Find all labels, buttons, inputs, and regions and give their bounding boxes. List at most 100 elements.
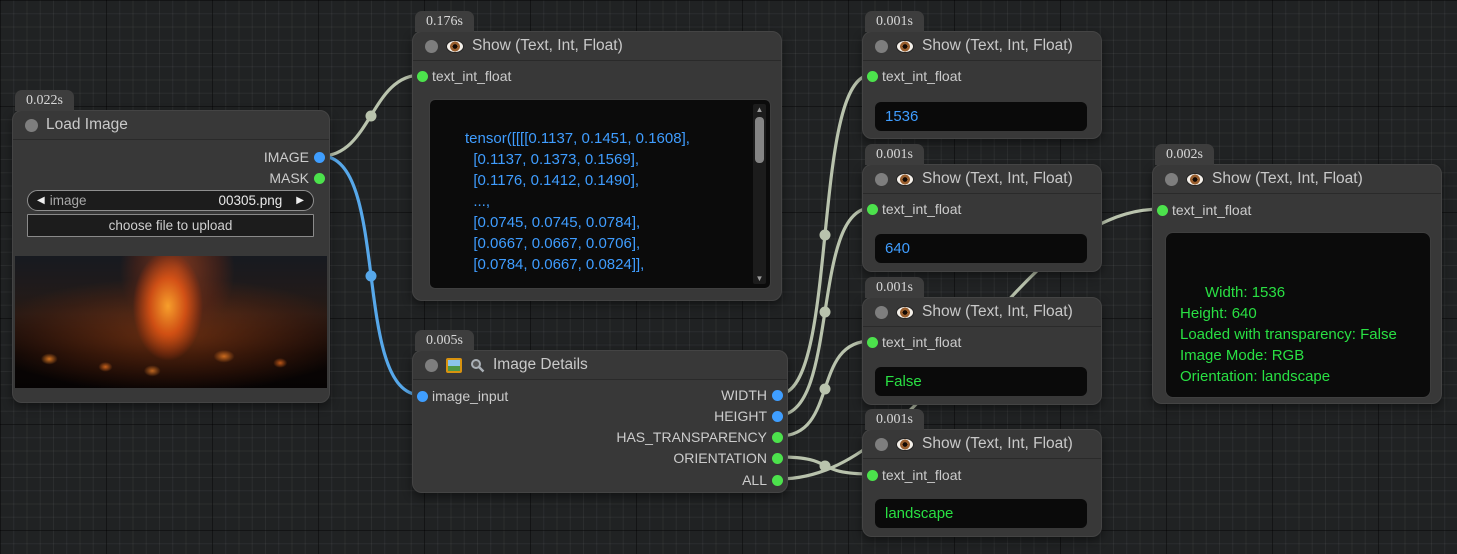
node-load-image[interactable]: 0.022s Load Image IMAGE MASK ◀ image 003… [12,90,330,403]
node-title: Show (Text, Int, Float) [922,170,1073,187]
combo-value: 00305.png [218,193,283,208]
eye-icon [1186,172,1204,186]
node-titlebar[interactable]: Show (Text, Int, Float) [863,165,1101,194]
node-show-height[interactable]: 0.001s Show (Text, Int, Float) text_int_… [862,144,1102,272]
output-dot-all[interactable] [772,474,783,486]
eye-icon [896,305,914,319]
value-display[interactable]: 1536 [875,102,1087,131]
scroll-down-icon[interactable]: ▼ [755,274,764,283]
output-slot-width[interactable]: WIDTH [413,385,787,405]
eye-icon [896,437,914,451]
input-dot[interactable] [1157,204,1168,216]
collapse-dot-icon[interactable] [25,118,38,132]
execution-time-badge: 0.176s [415,11,474,32]
input-slot-image-input[interactable]: image_input [413,386,787,406]
node-titlebar[interactable]: Show (Text, Int, Float) [1153,165,1441,194]
node-titlebar[interactable]: Show (Text, Int, Float) [863,298,1101,327]
output-dot-width[interactable] [772,389,783,401]
node-title: Load Image [46,116,128,133]
node-titlebar[interactable]: Load Image [13,111,329,140]
combo-label: image [49,193,87,208]
collapse-dot-icon[interactable] [425,358,438,372]
input-slot-text-int-float[interactable]: text_int_float [863,199,1101,219]
image-preview-thumbnail [15,256,327,388]
input-dot[interactable] [867,336,878,348]
picture-icon [446,357,462,373]
output-slot-mask[interactable]: MASK [13,168,329,188]
node-show-transparency[interactable]: 0.001s Show (Text, Int, Float) text_int_… [862,277,1102,405]
node-title: Show (Text, Int, Float) [922,435,1073,452]
choose-file-button[interactable]: choose file to upload [27,214,314,237]
execution-time-badge: 0.005s [415,330,474,351]
eye-icon [896,39,914,53]
node-title: Image Details [493,356,588,373]
input-slot-text-int-float[interactable]: text_int_float [413,66,781,86]
node-titlebar[interactable]: Show (Text, Int, Float) [863,32,1101,61]
output-dot-image[interactable] [314,151,325,163]
execution-time-badge: 0.001s [865,277,924,298]
value-display[interactable]: 640 [875,234,1087,263]
input-dot[interactable] [867,70,878,82]
collapse-dot-icon[interactable] [425,39,438,53]
execution-time-badge: 0.001s [865,144,924,165]
wire-midpoint-dot[interactable] [365,110,377,122]
scrollbar-thumb[interactable] [755,117,764,163]
wire-midpoint-dot[interactable] [819,383,831,395]
wire-midpoint-dot[interactable] [365,270,377,282]
eye-icon [896,172,914,186]
node-show-width[interactable]: 0.001s Show (Text, Int, Float) text_int_… [862,11,1102,139]
input-dot[interactable] [417,390,428,402]
collapse-dot-icon[interactable] [875,172,888,186]
collapse-dot-icon[interactable] [875,305,888,319]
node-title: Show (Text, Int, Float) [1212,170,1363,187]
node-show-orientation[interactable]: 0.001s Show (Text, Int, Float) text_int_… [862,409,1102,537]
execution-time-badge: 0.001s [865,409,924,430]
scrollbar[interactable]: ▲ ▼ [753,104,766,284]
node-image-details[interactable]: 0.005s Image Details image_input WIDTH H… [412,330,788,493]
input-dot[interactable] [867,203,878,215]
combo-right-arrow-icon[interactable]: ▶ [296,194,304,206]
execution-time-badge: 0.022s [15,90,74,111]
execution-time-badge: 0.001s [865,11,924,32]
output-slot-image[interactable]: IMAGE [13,147,329,167]
eye-icon [446,39,464,53]
node-title: Show (Text, Int, Float) [922,303,1073,320]
output-dot-mask[interactable] [314,172,325,184]
output-dot-height[interactable] [772,410,783,422]
output-slot-has-transparency[interactable]: HAS_TRANSPARENCY [413,427,787,447]
collapse-dot-icon[interactable] [875,437,888,451]
value-display[interactable]: landscape [875,499,1087,528]
image-combo-widget[interactable]: ◀ image 00305.png ▶ [27,190,314,211]
summary-text-display[interactable]: Width: 1536 Height: 640 Loaded with tran… [1165,232,1431,398]
output-slot-height[interactable]: HEIGHT [413,406,787,426]
collapse-dot-icon[interactable] [1165,172,1178,186]
node-show-tensor[interactable]: 0.176s Show (Text, Int, Float) text_int_… [412,11,782,301]
input-slot-text-int-float[interactable]: text_int_float [863,332,1101,352]
scroll-up-icon[interactable]: ▲ [755,105,764,114]
input-dot[interactable] [867,469,878,481]
output-slot-all[interactable]: ALL [413,470,787,490]
output-dot-orientation[interactable] [772,452,783,464]
execution-time-badge: 0.002s [1155,144,1214,165]
node-show-all[interactable]: 0.002s Show (Text, Int, Float) text_int_… [1152,144,1442,404]
collapse-dot-icon[interactable] [875,39,888,53]
node-title: Show (Text, Int, Float) [922,37,1073,54]
wire-midpoint-dot[interactable] [819,460,831,472]
input-slot-text-int-float[interactable]: text_int_float [863,465,1101,485]
wire-midpoint-dot[interactable] [819,229,831,241]
output-dot-has-transparency[interactable] [772,431,783,443]
input-slot-text-int-float[interactable]: text_int_float [1153,200,1441,220]
output-slot-orientation[interactable]: ORIENTATION [413,448,787,468]
tensor-text-display[interactable]: tensor([[[[0.1137, 0.1451, 0.1608], [0.1… [429,99,771,289]
value-display[interactable]: False [875,367,1087,396]
node-titlebar[interactable]: Show (Text, Int, Float) [413,32,781,61]
input-dot[interactable] [417,70,428,82]
node-title: Show (Text, Int, Float) [472,37,623,54]
wire-midpoint-dot[interactable] [819,306,831,318]
node-titlebar[interactable]: Image Details [413,351,787,380]
combo-left-arrow-icon[interactable]: ◀ [37,194,45,206]
magnifier-icon [471,358,485,372]
input-slot-text-int-float[interactable]: text_int_float [863,66,1101,86]
node-titlebar[interactable]: Show (Text, Int, Float) [863,430,1101,459]
